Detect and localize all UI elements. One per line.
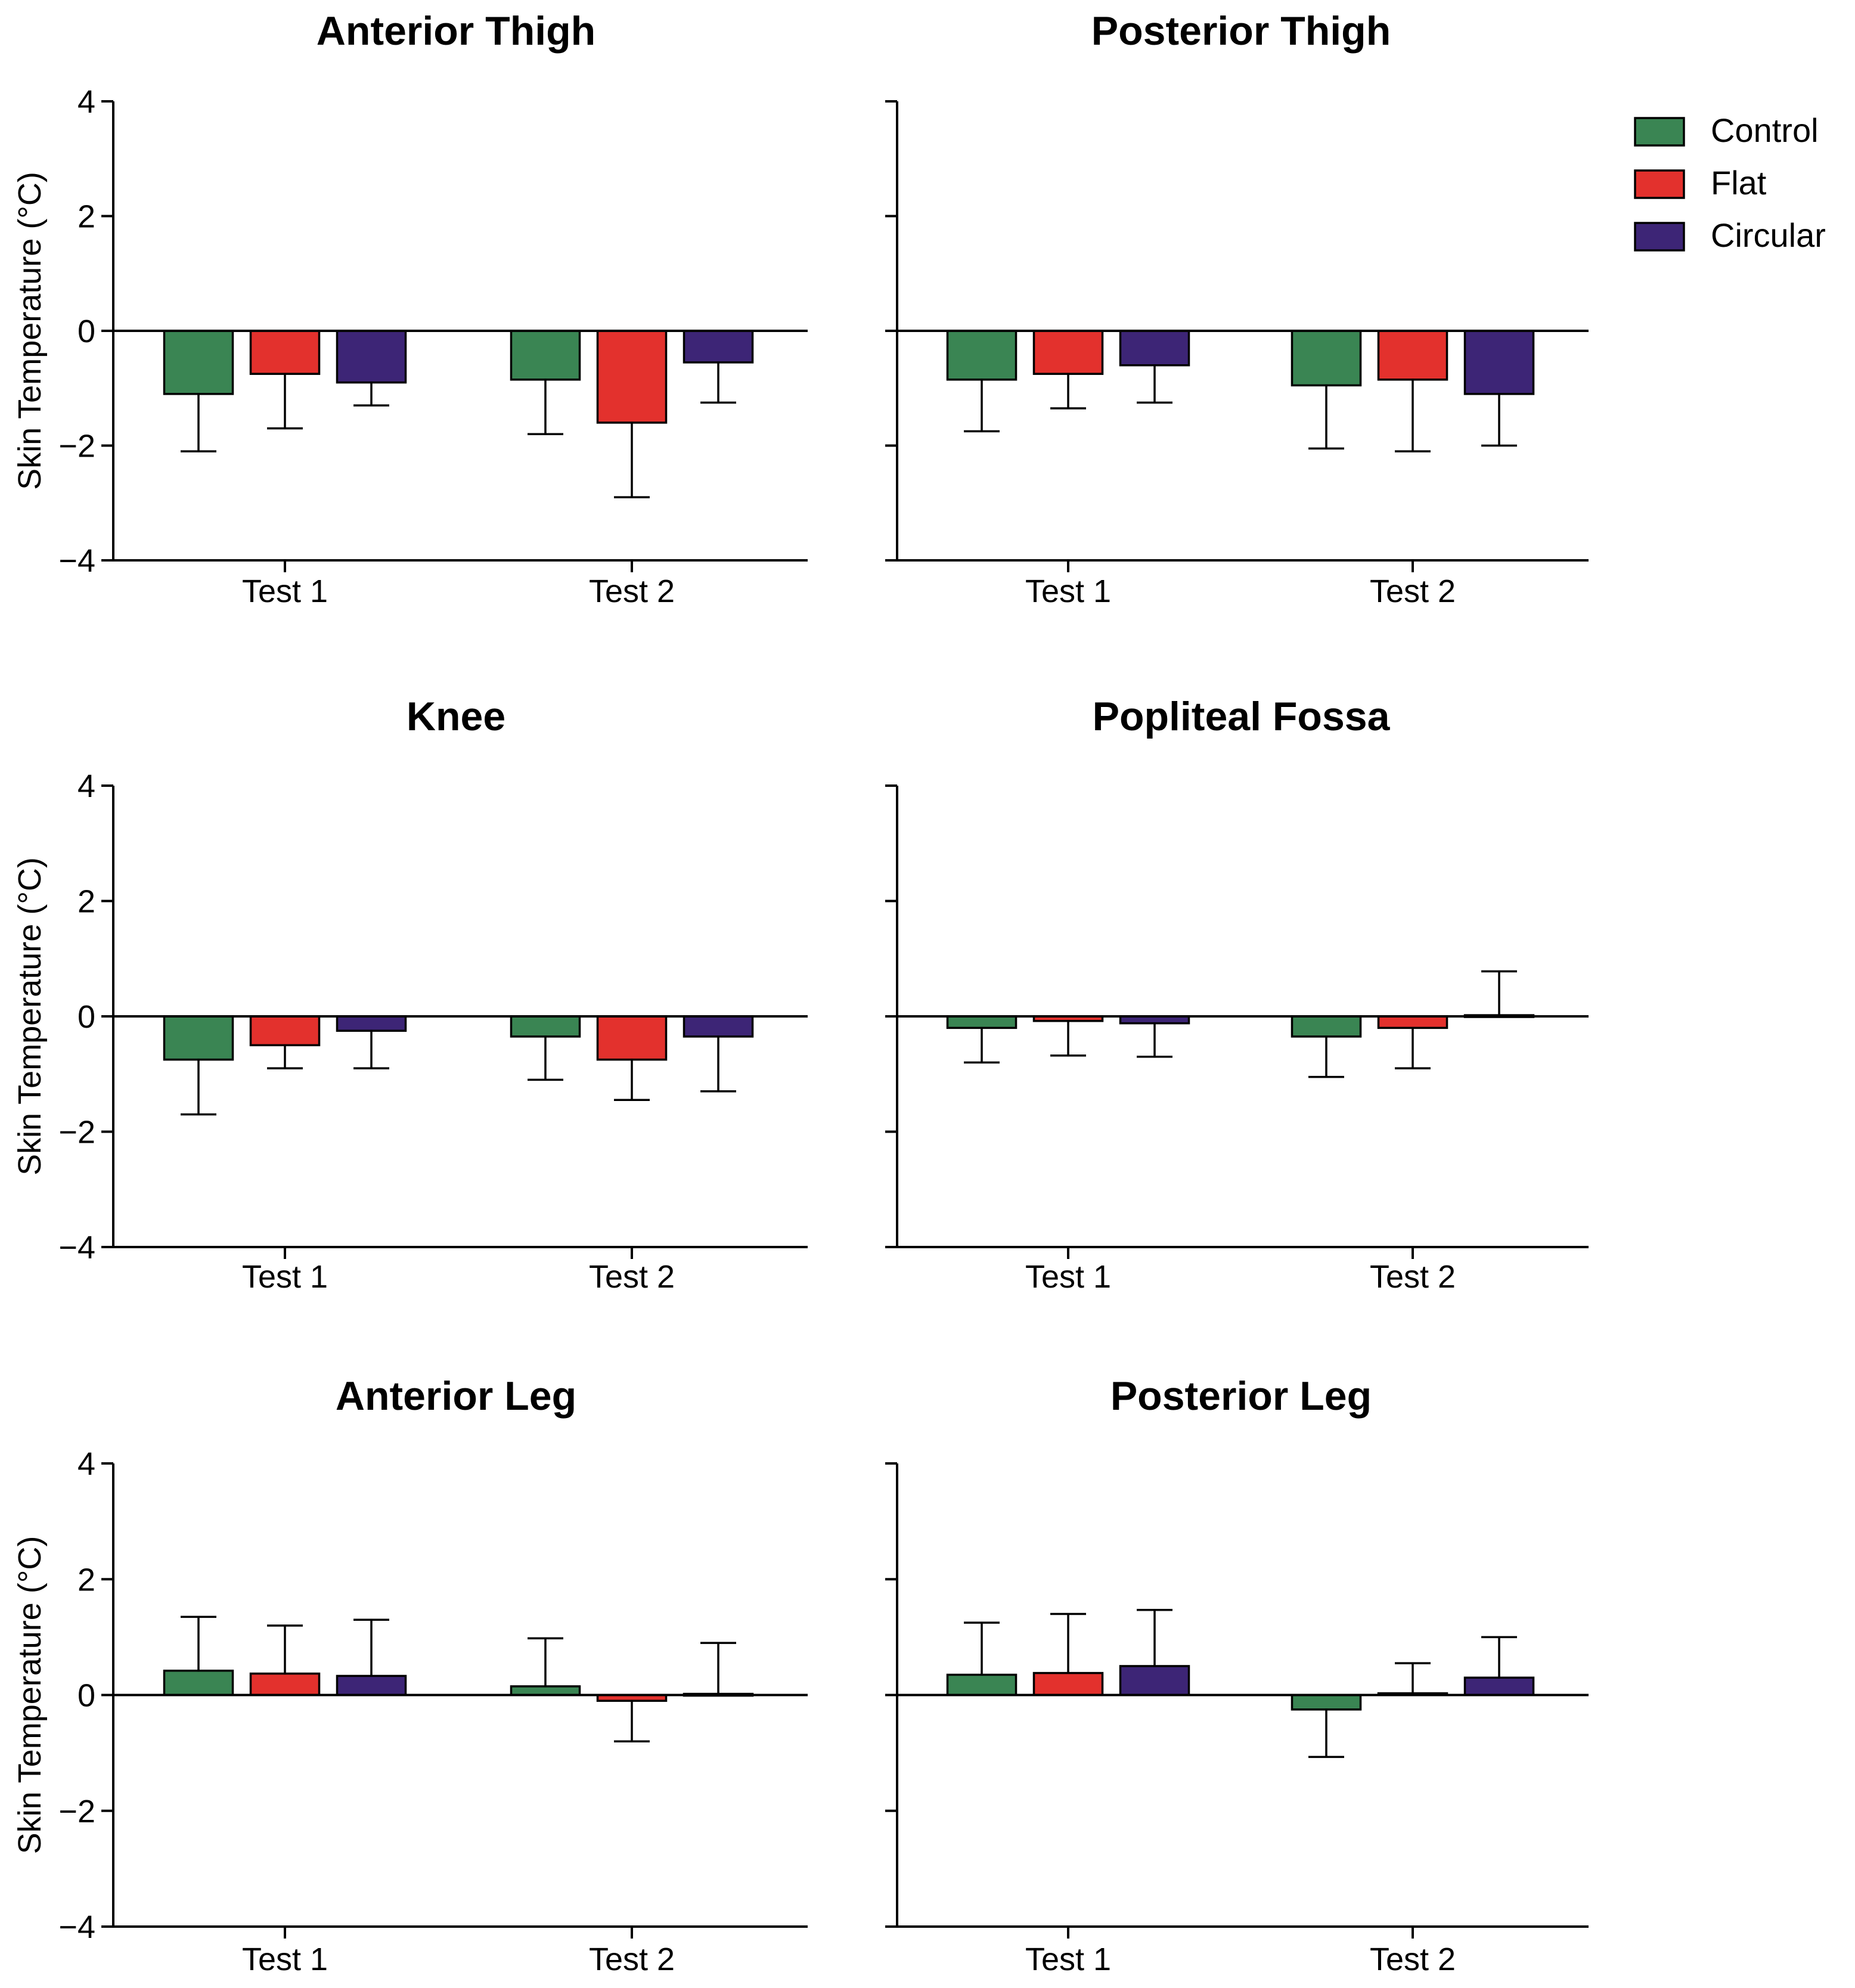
bar-circular-test-2 <box>683 1015 754 1038</box>
y-tick-label: 4 <box>77 768 95 804</box>
y-tick-label: 4 <box>77 84 95 120</box>
panel-popliteal-fossa: Popliteal Fossa Test 1 Test 2 <box>885 694 1589 1295</box>
bar-flat-test-1 <box>249 1672 321 1697</box>
y-tick-label: −2 <box>58 429 95 464</box>
x-tick-label: Test 2 <box>1370 1942 1456 1977</box>
panel-posterior-leg: Posterior Leg Test 1 Test 2 <box>885 1373 1589 1977</box>
y-tick-label: −4 <box>58 1909 95 1945</box>
panel-title: Popliteal Fossa <box>1093 694 1391 739</box>
bar-control-test-2 <box>510 330 581 381</box>
panel-knee: Knee 4 2 0 −2 −4 Test 1 Test 2 Skin Temperature … <box>12 694 808 1295</box>
bar-control-test-1 <box>163 1669 234 1697</box>
x-tick-label: Test 1 <box>242 573 328 609</box>
bar-flat-test-1 <box>1032 330 1104 375</box>
panel-anterior-leg: Anterior Leg 4 2 0 −2 −4 Test 1 Test 2 Skin Temp… <box>12 1373 808 1977</box>
bar-control-test-2 <box>510 1015 581 1038</box>
legend-swatch-control <box>1634 117 1685 147</box>
y-axis-label: Skin Temperature (°C) <box>12 857 48 1176</box>
y-tick-label: −2 <box>58 1794 95 1829</box>
bar-control-test-2 <box>1291 1015 1362 1038</box>
x-tick-label: Test 1 <box>1025 1259 1111 1295</box>
x-tick-label: Test 1 <box>1025 1942 1111 1977</box>
panel-title: Anterior Thigh <box>317 8 595 54</box>
x-tick-label: Test 2 <box>1370 573 1456 609</box>
bar-control-test-1 <box>946 330 1018 381</box>
y-tick-label: 2 <box>77 199 95 235</box>
bar-flat-test-1 <box>249 330 321 375</box>
y-tick-label: 0 <box>77 1678 95 1714</box>
bar-circular-test-1 <box>336 1674 407 1697</box>
panel-title: Anterior Leg <box>336 1373 576 1419</box>
panels-group: Anterior Thigh 4 2 0 −2 −4 Test 1 Test 2 Skin Te… <box>12 8 1589 1977</box>
bar-circular-test-2 <box>683 330 754 364</box>
panel-title: Posterior Leg <box>1110 1373 1372 1419</box>
bar-control-test-2 <box>1291 330 1362 387</box>
x-tick-label: Test 2 <box>589 1942 675 1977</box>
bar-flat-test-2 <box>596 1015 668 1061</box>
panel-posterior-thigh: Posterior Thigh Test 1 Test 2 <box>885 8 1589 609</box>
bar-circular-test-1 <box>336 1015 407 1032</box>
legend: Control Flat Circular <box>1634 111 1826 254</box>
x-tick-label: Test 1 <box>242 1942 328 1977</box>
bar-control-test-1 <box>163 330 234 395</box>
panel-title: Posterior Thigh <box>1091 8 1391 54</box>
y-tick-label: −4 <box>58 543 95 579</box>
bar-control-test-1 <box>946 1673 1018 1697</box>
panel-title: Knee <box>407 694 505 739</box>
bar-circular-test-1 <box>336 330 407 384</box>
bar-circular-test-1 <box>1119 330 1190 367</box>
x-tick-label: Test 2 <box>589 573 675 609</box>
bar-circular-test-2 <box>1463 330 1535 395</box>
y-tick-label: 0 <box>77 999 95 1035</box>
bar-circular-test-1 <box>1119 1665 1190 1697</box>
bar-control-test-1 <box>946 1015 1018 1029</box>
y-tick-label: −2 <box>58 1115 95 1150</box>
legend-swatch-circular <box>1634 222 1685 252</box>
bar-control-test-1 <box>163 1015 234 1061</box>
legend-label-flat: Flat <box>1711 164 1767 201</box>
y-tick-label: 0 <box>77 314 95 349</box>
legend-label-circular: Circular <box>1711 216 1826 254</box>
bar-flat-test-1 <box>1032 1671 1104 1697</box>
y-tick-label: −4 <box>58 1230 95 1266</box>
legend-swatch-flat <box>1634 169 1685 199</box>
y-tick-label: 4 <box>77 1446 95 1482</box>
x-tick-label: Test 2 <box>589 1259 675 1295</box>
y-axis-label: Skin Temperature (°C) <box>12 172 48 490</box>
legend-label-control: Control <box>1711 111 1819 149</box>
bar-control-test-2 <box>510 1685 581 1697</box>
bar-flat-test-2 <box>1377 1015 1448 1029</box>
x-tick-label: Test 1 <box>1025 573 1111 609</box>
bar-control-test-2 <box>1291 1694 1362 1711</box>
bar-flat-test-2 <box>596 330 668 424</box>
x-tick-label: Test 1 <box>242 1259 328 1295</box>
bar-flat-test-1 <box>249 1015 321 1047</box>
bar-circular-test-2 <box>1463 1676 1535 1697</box>
y-tick-label: 2 <box>77 884 95 920</box>
x-tick-label: Test 2 <box>1370 1259 1456 1295</box>
panel-anterior-thigh: Anterior Thigh 4 2 0 −2 −4 Test 1 Test 2 Skin Te… <box>12 8 808 609</box>
y-axis-label: Skin Temperature (°C) <box>12 1536 48 1854</box>
bar-flat-test-2 <box>1377 330 1448 381</box>
y-tick-label: 2 <box>77 1562 95 1598</box>
